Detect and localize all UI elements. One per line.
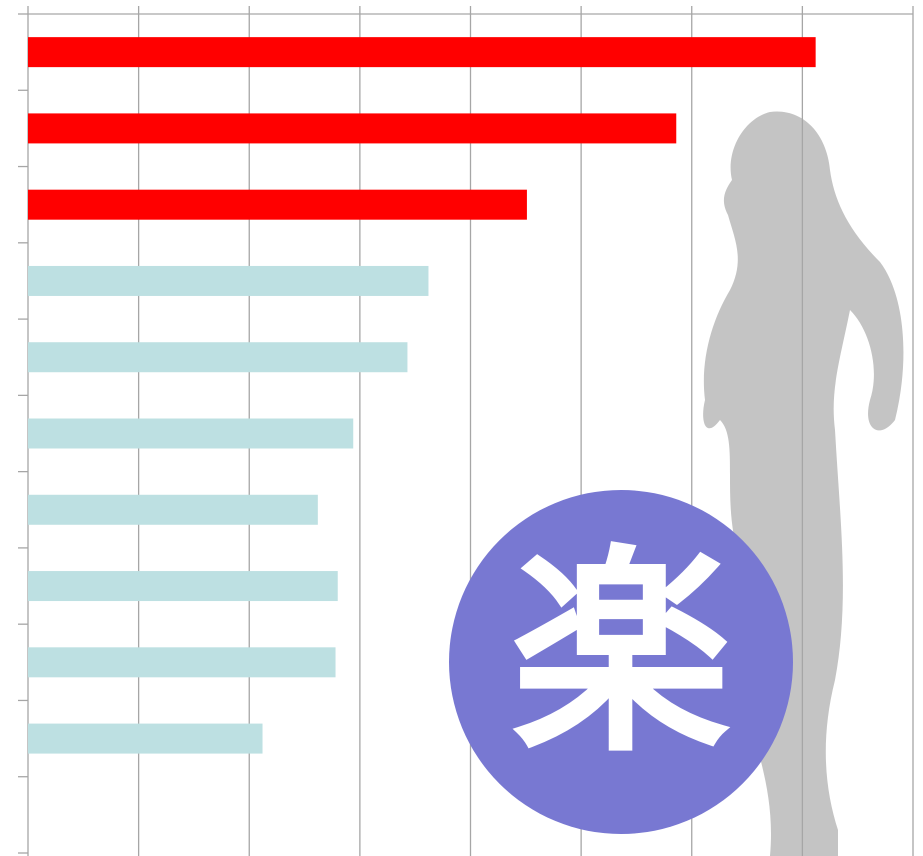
bar — [28, 266, 428, 296]
bar — [28, 495, 318, 525]
bar — [28, 190, 527, 220]
bar — [28, 419, 353, 449]
bar — [28, 342, 407, 372]
chart: 楽 — [0, 0, 923, 856]
bar — [28, 724, 263, 754]
bar — [28, 37, 816, 67]
bar — [28, 647, 336, 677]
bar — [28, 571, 338, 601]
bar — [28, 113, 676, 143]
badge-text: 楽 — [511, 526, 731, 782]
